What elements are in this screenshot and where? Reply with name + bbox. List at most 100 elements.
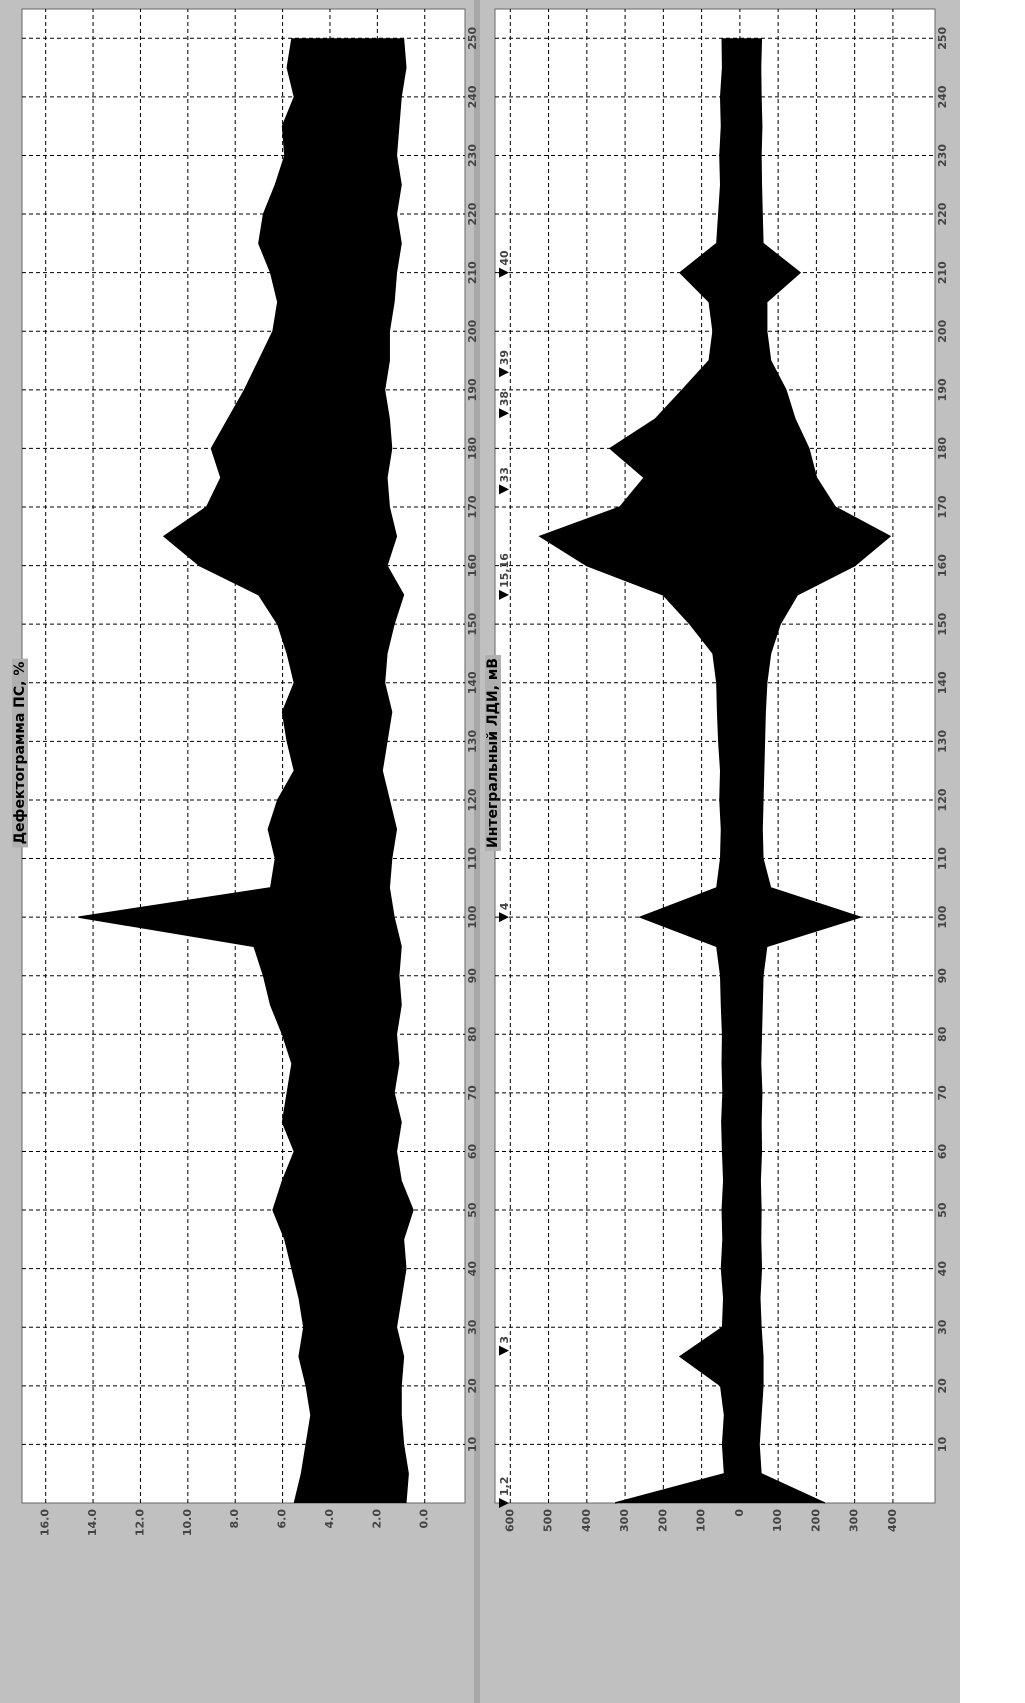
x-tick-label: 230 xyxy=(466,144,479,167)
y-tick-label: 10.0 xyxy=(181,1509,194,1536)
trace-fill xyxy=(540,38,890,1503)
x-tick-label: 250 xyxy=(936,26,949,49)
x-tick-label: 220 xyxy=(936,202,949,225)
y-tick-label: 200 xyxy=(809,1509,822,1532)
y-tick-label: 4.0 xyxy=(323,1509,336,1529)
trace-edge xyxy=(381,38,414,1504)
y-tick-label: 400 xyxy=(580,1509,593,1532)
marker xyxy=(499,484,509,495)
x-tick-label: 110 xyxy=(936,847,949,870)
chart-title: Дефектограмма ПС, % xyxy=(12,662,28,845)
x-tick-label: 30 xyxy=(466,1319,479,1335)
marker xyxy=(499,408,509,419)
y-tick-label: 600 xyxy=(503,1509,516,1532)
x-tick-label: 100 xyxy=(466,905,479,928)
x-tick-label: 40 xyxy=(466,1261,479,1277)
x-tick-label: 190 xyxy=(936,378,949,401)
y-tick-label: 300 xyxy=(618,1509,631,1532)
trace-edge xyxy=(758,38,892,1504)
marker-label: 4 xyxy=(498,902,511,910)
x-tick-label: 120 xyxy=(466,788,479,811)
trace-fill xyxy=(78,38,413,1503)
plot-area xyxy=(494,8,936,1504)
y-tick-label: 6.0 xyxy=(276,1509,289,1529)
y-tick-label: 0.0 xyxy=(418,1509,431,1529)
marker-label: 40 xyxy=(498,250,511,266)
x-tick-label: 70 xyxy=(936,1085,949,1101)
x-tick-label: 90 xyxy=(466,968,479,984)
y-tick-label: 400 xyxy=(886,1509,899,1532)
x-tick-label: 220 xyxy=(466,202,479,225)
marker-label: 33 xyxy=(498,467,511,482)
marker xyxy=(499,589,509,600)
y-tick-label: 16.0 xyxy=(39,1509,52,1536)
x-tick-label: 60 xyxy=(466,1143,479,1159)
x-tick-label: 200 xyxy=(466,319,479,342)
rotated-view: 0.02.04.06.08.010.012.014.016.0102030405… xyxy=(0,0,960,1703)
panel-divider xyxy=(474,0,480,1703)
x-tick-label: 150 xyxy=(466,612,479,635)
title-background xyxy=(12,658,28,848)
x-tick-label: 190 xyxy=(466,378,479,401)
x-tick-label: 110 xyxy=(466,847,479,870)
y-tick-label: 0 xyxy=(733,1509,746,1517)
x-tick-label: 140 xyxy=(936,671,949,694)
x-tick-label: 120 xyxy=(936,788,949,811)
y-tick-label: 2.0 xyxy=(370,1509,383,1529)
marker xyxy=(499,1345,509,1356)
trace-edge xyxy=(538,38,726,1504)
x-tick-label: 140 xyxy=(466,671,479,694)
x-tick-label: 240 xyxy=(466,85,479,108)
x-tick-label: 240 xyxy=(936,85,949,108)
y-tick-label: 100 xyxy=(695,1509,708,1532)
x-tick-label: 230 xyxy=(936,144,949,167)
x-tick-label: 150 xyxy=(936,612,949,635)
y-tick-label: 8.0 xyxy=(228,1509,241,1529)
x-tick-label: 10 xyxy=(466,1436,479,1452)
y-tick-label: 300 xyxy=(848,1509,861,1532)
x-tick-label: 30 xyxy=(936,1319,949,1335)
x-tick-label: 180 xyxy=(466,437,479,460)
x-tick-label: 80 xyxy=(936,1026,949,1042)
x-tick-label: 50 xyxy=(466,1202,479,1218)
x-tick-label: 170 xyxy=(936,495,949,518)
x-tick-label: 210 xyxy=(466,261,479,284)
x-tick-label: 200 xyxy=(936,319,949,342)
x-tick-label: 20 xyxy=(936,1378,949,1394)
x-tick-label: 20 xyxy=(466,1378,479,1394)
chart-title: Интегральный ЛДИ, мВ xyxy=(485,658,501,848)
x-tick-label: 180 xyxy=(936,437,949,460)
marker xyxy=(499,1498,509,1508)
x-tick-label: 130 xyxy=(936,730,949,753)
x-tick-label: 160 xyxy=(936,554,949,577)
marker-label: 1,2 xyxy=(498,1477,511,1497)
marker-label: 3 xyxy=(498,1336,511,1344)
marker xyxy=(499,267,509,278)
marker xyxy=(499,912,509,923)
y-tick-label: 14.0 xyxy=(86,1509,99,1536)
title-background xyxy=(485,654,501,852)
y-tick-label: 200 xyxy=(656,1509,669,1532)
x-tick-label: 130 xyxy=(466,730,479,753)
x-tick-label: 170 xyxy=(466,495,479,518)
x-tick-label: 10 xyxy=(936,1436,949,1452)
marker-label: 39 xyxy=(498,350,511,365)
x-tick-label: 90 xyxy=(936,968,949,984)
trace-edge xyxy=(78,38,312,1504)
y-tick-label: 12.0 xyxy=(133,1509,146,1536)
x-tick-label: 160 xyxy=(466,554,479,577)
marker-label: 38 xyxy=(498,391,511,406)
y-tick-label: 500 xyxy=(542,1509,555,1532)
y-tick-label: 100 xyxy=(771,1509,784,1532)
x-tick-label: 250 xyxy=(466,26,479,49)
marker xyxy=(499,367,509,378)
marker-label: 15,16 xyxy=(498,553,511,588)
x-tick-label: 40 xyxy=(936,1261,949,1277)
x-tick-label: 60 xyxy=(936,1143,949,1159)
x-tick-label: 50 xyxy=(936,1202,949,1218)
x-tick-label: 210 xyxy=(936,261,949,284)
x-tick-label: 70 xyxy=(466,1085,479,1101)
x-tick-label: 100 xyxy=(936,905,949,928)
